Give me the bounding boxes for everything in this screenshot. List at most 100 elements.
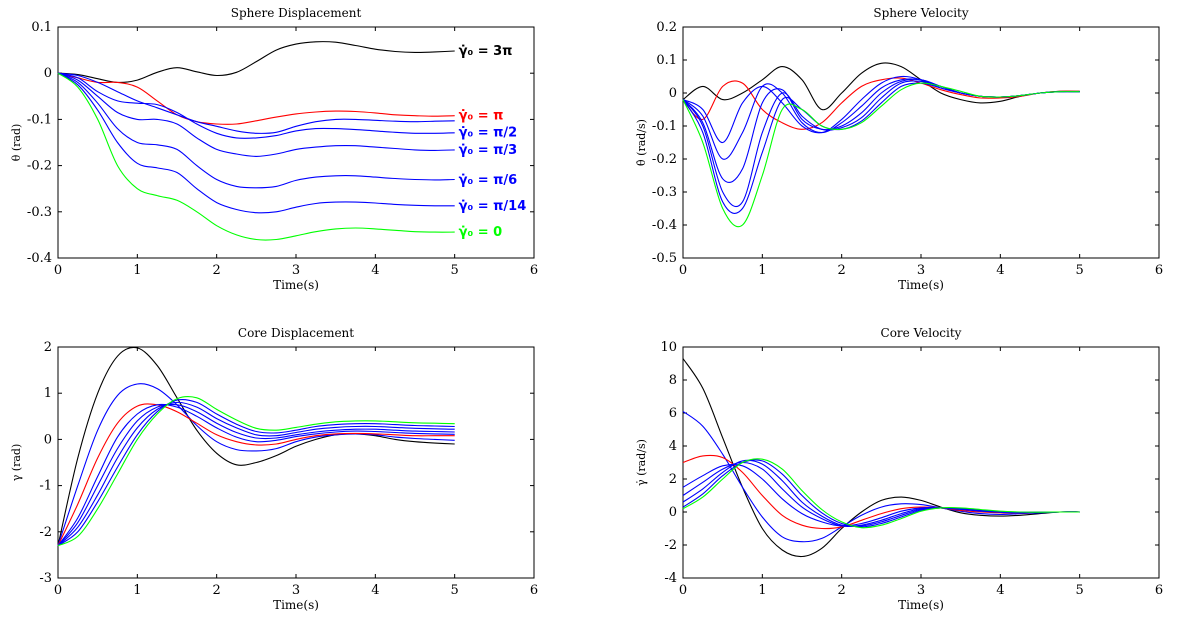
y-tick-label: 2	[669, 472, 677, 487]
y-tick-label: 8	[669, 373, 677, 388]
y-tick-label: -4	[664, 571, 677, 586]
y-tick-label: -2	[39, 525, 52, 540]
series-line-7	[57, 72, 455, 214]
x-tick-label: 2	[838, 263, 846, 278]
x-tick-label: 5	[1076, 263, 1084, 278]
x-tick-label: 5	[451, 583, 459, 598]
x-tick-label: 4	[371, 263, 379, 278]
x-tick-label: 4	[996, 583, 1004, 598]
series-line-4	[57, 403, 455, 547]
x-tick-label: 6	[530, 263, 538, 278]
series-annotation: γ̇₀ = π/2	[459, 125, 518, 140]
y-tick-label: -0.3	[652, 185, 677, 200]
series-line-8	[682, 82, 1080, 228]
y-tick-label: 4	[669, 439, 677, 454]
x-tick-label: 3	[917, 583, 925, 598]
series-line-8	[57, 72, 455, 241]
y-tick-label: 2	[44, 340, 52, 355]
plot-frame	[682, 346, 1160, 579]
chart-panel-1: 0 1 2 3 4 5 6 -0.4 -0.3 -0.2 -0.1 0 0.1 Sphere Displa…	[10, 6, 538, 292]
x-axis-label: Time(s)	[898, 598, 944, 612]
series-line-1	[57, 346, 455, 546]
y-tick-label: -0.1	[27, 112, 52, 127]
plot-frame	[682, 26, 1160, 259]
x-tick-label: 3	[917, 263, 925, 278]
series-line-1	[682, 358, 1080, 558]
chart-title: Core Velocity	[881, 326, 962, 340]
chart-title: Core Displacement	[238, 326, 354, 340]
y-tick-label: -0.2	[652, 152, 677, 167]
y-tick-label: -1	[39, 479, 52, 494]
y-tick-label: -0.3	[27, 205, 52, 220]
chart-title: Sphere Displacement	[231, 6, 362, 20]
y-tick-label: -0.2	[27, 159, 52, 174]
series-line-2	[682, 77, 1080, 130]
x-tick-label: 1	[758, 263, 766, 278]
y-tick-label: 10	[660, 340, 677, 355]
series-line-4	[57, 72, 455, 139]
y-axis-label: γ (rad)	[10, 444, 23, 482]
x-tick-label: 4	[371, 583, 379, 598]
series-line-6	[57, 72, 455, 189]
plot-frame	[57, 346, 535, 579]
x-tick-label: 4	[996, 263, 1004, 278]
series-line-8	[682, 458, 1080, 529]
y-tick-label: -0.4	[652, 218, 677, 233]
series-annotation: γ̇₀ = π/6	[459, 173, 518, 188]
x-tick-label: 2	[838, 583, 846, 598]
y-tick-label: -3	[39, 571, 52, 586]
series-annotation: γ̇₀ = π	[459, 109, 504, 124]
chart-panel-4: 0 1 2 3 4 5 6 -4 -2 0 2 4 6 8 10 Core Velocity Time(s) γ̇…	[635, 326, 1163, 612]
x-axis-label: Time(s)	[898, 278, 944, 292]
series-line-1	[57, 41, 455, 84]
x-tick-label: 2	[213, 583, 221, 598]
x-tick-label: 1	[758, 583, 766, 598]
y-axis-label: θ̇ (rad/s)	[635, 119, 648, 166]
x-tick-label: 3	[292, 583, 300, 598]
series-line-5	[57, 72, 455, 157]
x-tick-label: 1	[133, 583, 141, 598]
series-line-6	[57, 401, 455, 547]
x-tick-label: 6	[1155, 583, 1163, 598]
chart-title: Sphere Velocity	[873, 6, 968, 20]
x-tick-label: 1	[133, 263, 141, 278]
x-tick-label: 0	[54, 263, 62, 278]
y-axis-label: θ (rad)	[10, 124, 23, 162]
series-line-3	[57, 72, 455, 134]
x-tick-label: 6	[530, 583, 538, 598]
x-tick-label: 5	[451, 263, 459, 278]
series-annotation: γ̇₀ = 3π	[459, 44, 513, 59]
y-tick-label: -2	[664, 538, 677, 553]
series-line-5	[57, 403, 455, 547]
y-tick-label: 0	[44, 66, 52, 81]
series-line-7	[57, 398, 455, 547]
series-line-2	[57, 72, 455, 125]
y-tick-label: 0	[44, 432, 52, 447]
series-line-3	[57, 403, 455, 546]
x-axis-label: Time(s)	[273, 278, 319, 292]
x-tick-label: 6	[1155, 263, 1163, 278]
y-tick-label: -0.1	[652, 119, 677, 134]
y-tick-label: 6	[669, 406, 677, 421]
series-annotation: γ̇₀ = π/14	[459, 199, 527, 214]
x-tick-label: 5	[1076, 583, 1084, 598]
chart-panel-2: 0 1 2 3 4 5 6 -0.5 -0.4 -0.3 -0.2 -0.1 0 0.1 0.2 Sphere…	[635, 6, 1163, 292]
series-line-8	[57, 396, 455, 547]
x-tick-label: 2	[213, 263, 221, 278]
y-tick-label: 0	[669, 505, 677, 520]
y-tick-label: 0.2	[656, 20, 677, 35]
y-tick-label: 0	[669, 86, 677, 101]
x-axis-label: Time(s)	[273, 598, 319, 612]
series-annotation: γ̇₀ = 0	[459, 225, 503, 240]
series-line-2	[57, 383, 455, 546]
y-tick-label: 0.1	[656, 53, 677, 68]
x-tick-label: 0	[679, 583, 687, 598]
y-tick-label: 1	[44, 386, 52, 401]
series-line-2	[682, 410, 1080, 543]
series-annotation: γ̇₀ = π/3	[459, 143, 518, 158]
x-tick-label: 0	[54, 583, 62, 598]
y-tick-label: -0.5	[652, 251, 677, 266]
y-tick-label: -0.4	[27, 251, 52, 266]
x-tick-label: 3	[292, 263, 300, 278]
